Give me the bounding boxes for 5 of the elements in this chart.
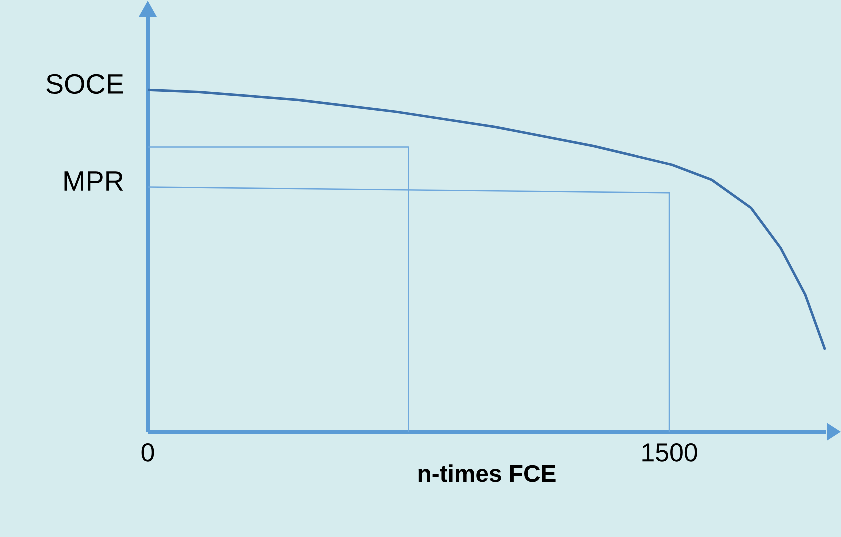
x-tick-label: 0: [142, 444, 154, 462]
x-axis-title: n-times FCE: [418, 464, 556, 482]
x-tick-label: 1500: [642, 444, 698, 462]
annotation: SOCE: [46, 74, 124, 94]
annotation: MPR: [64, 172, 124, 191]
